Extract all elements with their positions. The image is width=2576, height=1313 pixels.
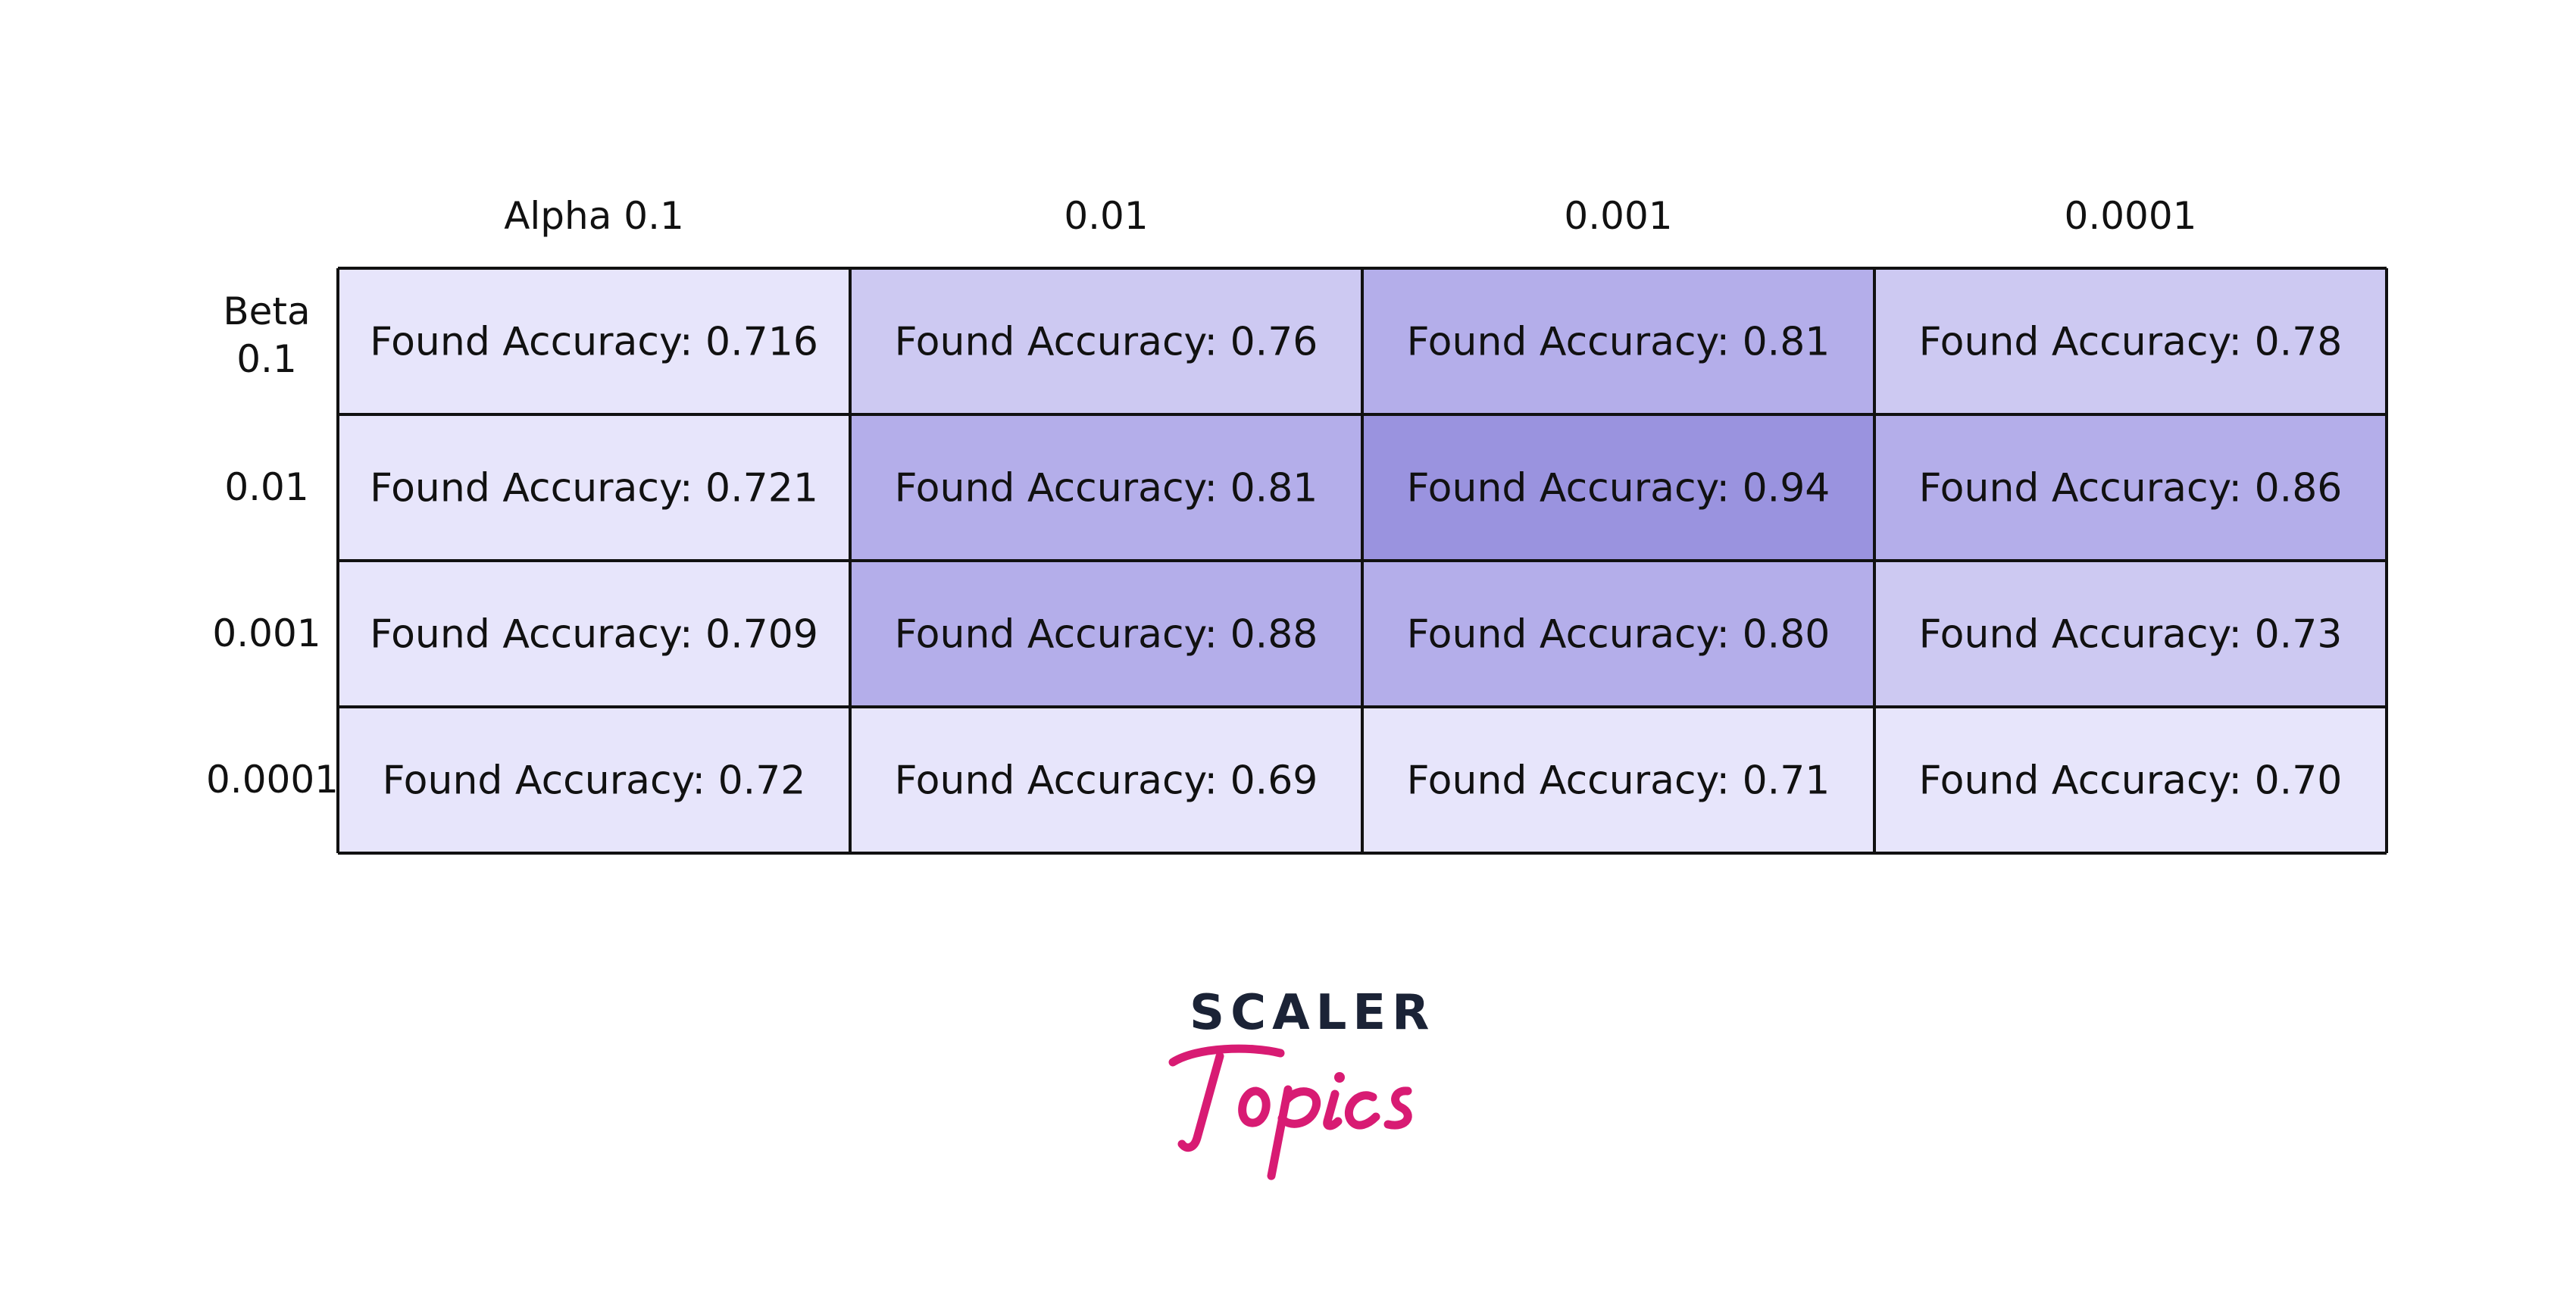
heatmap-cell-label-r2-c1: Found Accuracy: 0.88	[895, 612, 1318, 658]
scaler-topics-logo: SCALER Topics	[1167, 985, 1440, 1190]
heatmap-cell-label-r3-c0: Found Accuracy: 0.72	[383, 758, 806, 804]
heatmap-cell-r3-c3	[1874, 707, 2387, 853]
heatmap-cell-label-r1-c0: Found Accuracy: 0.721	[370, 466, 818, 511]
row-header-0-001: 0.001	[212, 611, 321, 655]
logo-topics-script	[1168, 1044, 1412, 1180]
heatmap-cell-r1-c0	[338, 414, 850, 561]
heatmap-cell-label-r0-c1: Found Accuracy: 0.76	[895, 320, 1318, 365]
heatmap-cell-label-r2-c0: Found Accuracy: 0.709	[370, 612, 818, 658]
heatmap-cell-r2-c2	[1362, 561, 1874, 707]
col-header-0-01: 0.01	[1064, 194, 1149, 238]
heatmap-cell-r1-c2	[1362, 414, 1874, 561]
heatmap-cell-label-r0-c0: Found Accuracy: 0.716	[370, 320, 818, 365]
heatmap-cell-r2-c1	[850, 561, 1362, 707]
heatmap-cell-r3-c2	[1362, 707, 1874, 853]
logo-scaler-text: SCALER	[1190, 985, 1436, 1041]
heatmap-cell-label-r2-c2: Found Accuracy: 0.80	[1407, 612, 1830, 658]
heatmap-cell-label-r3-c1: Found Accuracy: 0.69	[895, 758, 1318, 804]
heatmap-cell-label-r0-c2: Found Accuracy: 0.81	[1407, 320, 1830, 365]
logo-topics-label: Topics	[1167, 985, 1168, 986]
row-header-0-0001: 0.0001	[206, 758, 339, 802]
heatmap-cell-label-r1-c3: Found Accuracy: 0.86	[1919, 466, 2343, 511]
heatmap-cell-label-r3-c3: Found Accuracy: 0.70	[1919, 758, 2343, 804]
heatmap-cell-r0-c1	[850, 268, 1362, 414]
heatmap-cell-r0-c3	[1874, 268, 2387, 414]
col-header-0-001: 0.001	[1564, 194, 1673, 238]
row-header-beta-label: Beta	[223, 289, 311, 333]
heatmap-cell-r1-c1	[850, 414, 1362, 561]
heatmap-cell-label-r0-c3: Found Accuracy: 0.78	[1919, 320, 2343, 365]
row-header-0-01: 0.01	[224, 465, 309, 509]
heatmap-cell-label-r2-c3: Found Accuracy: 0.73	[1919, 612, 2343, 658]
heatmap-cell-r0-c0	[338, 268, 850, 414]
col-header-alpha-0-1: Alpha 0.1	[504, 194, 684, 238]
heatmap-cell-r0-c2	[1362, 268, 1874, 414]
row-header-beta-value: 0.1	[236, 336, 297, 381]
col-header-0-0001: 0.0001	[2064, 194, 2197, 238]
heatmap-cell-label-r1-c1: Found Accuracy: 0.81	[895, 466, 1318, 511]
heatmap-cell-r1-c3	[1874, 414, 2387, 561]
heatmap-cell-label-r1-c2: Found Accuracy: 0.94	[1407, 466, 1830, 511]
heatmap-cell-r2-c3	[1874, 561, 2387, 707]
row-header-beta-0-1: Beta 0.1	[206, 288, 327, 383]
heatmap-cell-r3-c0	[338, 707, 850, 853]
heatmap-cell-r3-c1	[850, 707, 1362, 853]
heatmap-cell-r2-c0	[338, 561, 850, 707]
heatmap-cell-label-r3-c2: Found Accuracy: 0.71	[1407, 758, 1830, 804]
